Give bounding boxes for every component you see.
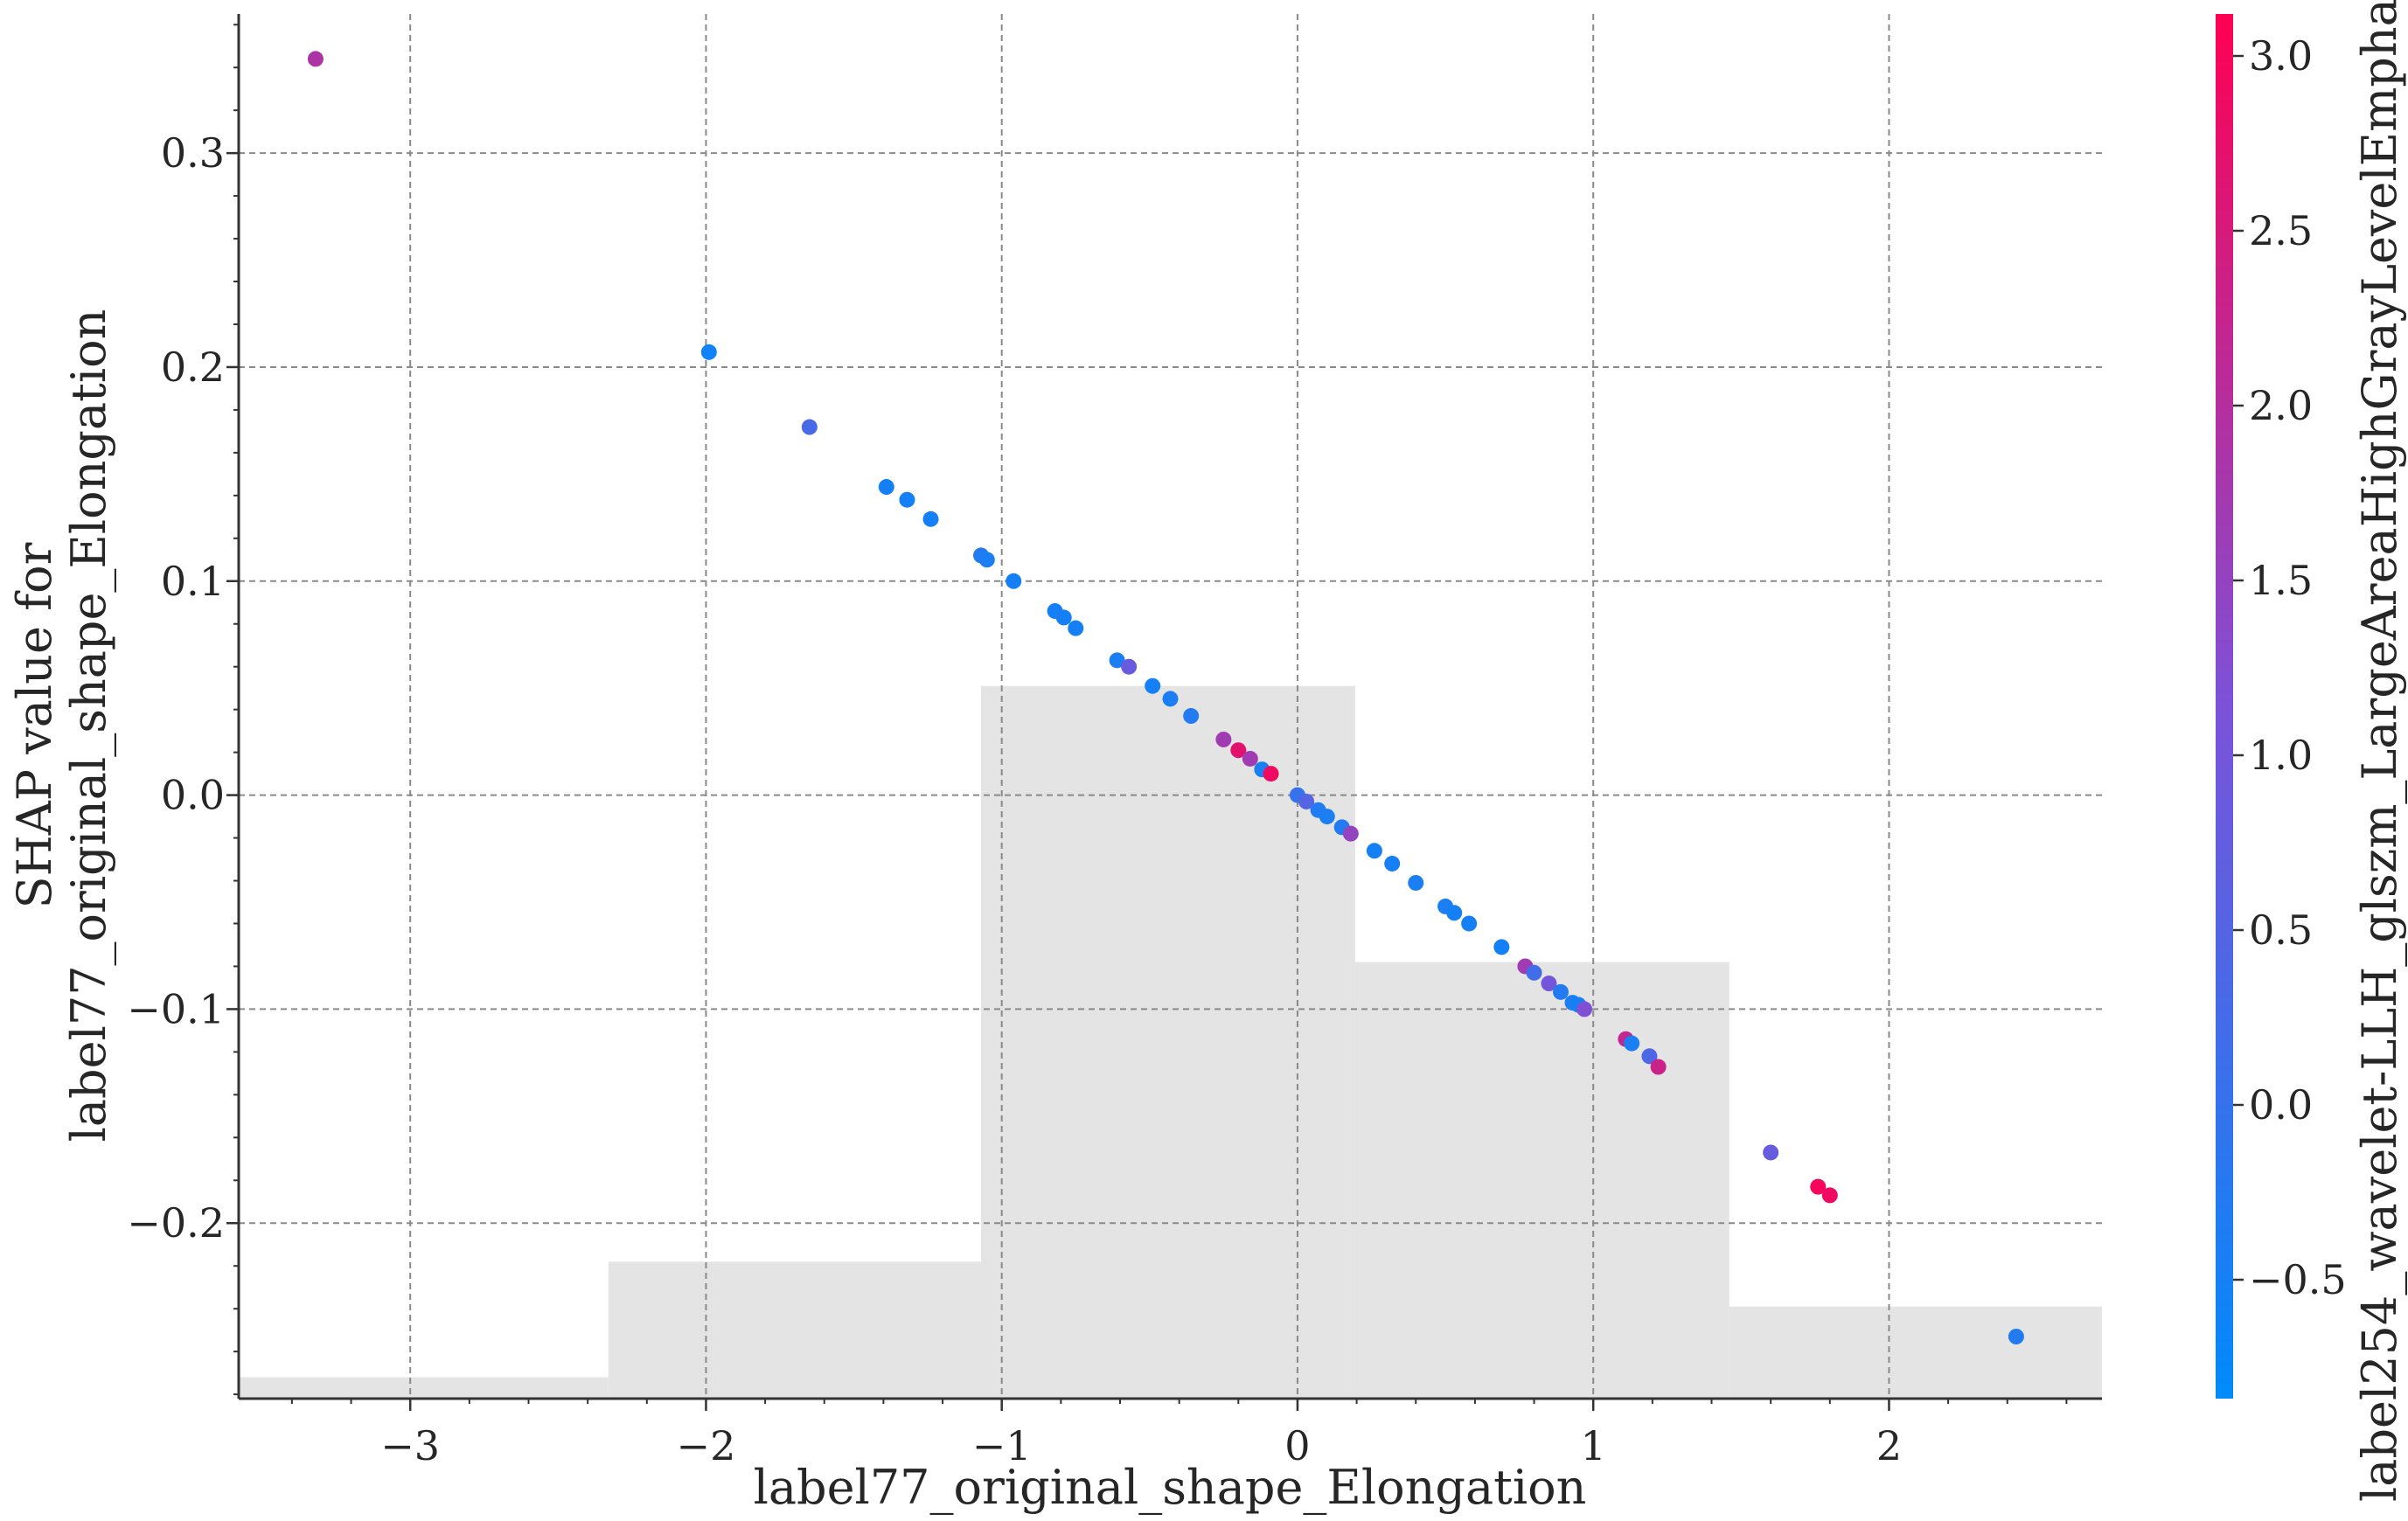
data-point-3 [878, 479, 894, 496]
data-point-17 [1215, 731, 1232, 747]
data-point-32 [1446, 905, 1463, 921]
histogram-bar-1 [608, 1261, 982, 1399]
x-tick-label-5: 2 [1876, 1422, 1902, 1469]
histogram-bar-3 [1354, 962, 1729, 1399]
data-point-11 [1068, 620, 1084, 636]
data-point-10 [1055, 609, 1072, 626]
data-point-7 [978, 552, 995, 568]
x-tick-label-0: −3 [380, 1422, 440, 1469]
data-point-4 [899, 491, 915, 508]
colorbar [2216, 14, 2233, 1399]
data-point-5 [922, 510, 939, 527]
colorbar-tick-label-1: 0.0 [2249, 1081, 2313, 1129]
data-point-16 [1183, 708, 1200, 725]
data-point-8 [1006, 573, 1022, 589]
y-tick-label-5: 0.3 [161, 129, 225, 177]
y-tick-label-2: 0.0 [161, 772, 225, 819]
data-point-13 [1121, 658, 1138, 675]
y-tick-label-1: −0.1 [127, 985, 225, 1032]
colorbar-tick-label-7: 3.0 [2249, 32, 2313, 80]
data-point-47 [1810, 1178, 1827, 1195]
colorbar-tick-label-3: 1.0 [2249, 732, 2313, 779]
data-point-23 [1298, 793, 1315, 809]
y-tick-label-0: −0.2 [127, 1199, 225, 1247]
data-point-2 [801, 419, 818, 435]
colorbar-tick-label-6: 2.5 [2249, 207, 2313, 254]
data-point-38 [1552, 983, 1569, 1000]
x-axis-ticks: −3 −2 −1 0 1 2 [290, 1399, 2068, 1469]
data-point-37 [1541, 976, 1557, 992]
colorbar-tick-label-0: −0.5 [2249, 1256, 2347, 1303]
data-point-27 [1342, 825, 1359, 842]
data-point-15 [1162, 691, 1179, 707]
histogram-bar-4 [1729, 1306, 2102, 1399]
data-point-36 [1526, 964, 1542, 981]
data-point-14 [1145, 677, 1161, 694]
data-point-28 [1366, 843, 1382, 859]
y-tick-label-3: 0.1 [161, 558, 225, 605]
colorbar-tick-label-5: 2.0 [2249, 382, 2313, 429]
colorbar-tick-label-4: 1.5 [2249, 557, 2313, 604]
x-tick-label-4: 1 [1581, 1422, 1606, 1469]
data-point-33 [1461, 915, 1478, 932]
data-point-25 [1319, 809, 1335, 825]
histogram-bar-0 [239, 1377, 609, 1399]
data-point-48 [1821, 1187, 1838, 1204]
x-tick-label-3: 0 [1284, 1422, 1310, 1469]
scatter-points [307, 51, 2024, 1345]
data-point-49 [2008, 1329, 2024, 1345]
colorbar-tick-label-2: 0.5 [2249, 906, 2313, 954]
data-point-29 [1384, 855, 1401, 872]
data-point-46 [1763, 1144, 1779, 1161]
data-point-12 [1109, 652, 1125, 669]
y-axis-label-line1: SHAP value for [7, 542, 62, 908]
data-point-30 [1408, 874, 1424, 891]
y-axis-label-line2: label77_original_shape_Elongation [61, 309, 116, 1142]
data-point-1 [700, 344, 717, 360]
data-point-21 [1263, 766, 1279, 782]
x-tick-label-2: −1 [972, 1422, 1032, 1469]
data-point-0 [307, 51, 324, 67]
colorbar-label: label254_wavelet-LLH_glszm_LargeAreaHigh… [2352, 0, 2407, 1502]
data-point-43 [1624, 1035, 1640, 1052]
histogram [239, 685, 2102, 1399]
data-point-44 [1641, 1048, 1658, 1065]
data-point-18 [1230, 742, 1247, 759]
x-axis-label: label77_original_shape_Elongation [754, 1460, 1587, 1515]
histogram-bar-2 [981, 685, 1355, 1399]
data-point-34 [1493, 939, 1510, 955]
grid [239, 14, 2102, 1399]
data-point-45 [1650, 1059, 1667, 1075]
y-axis-ticks: −0.2 −0.1 0.0 0.1 0.2 0.3 [127, 24, 239, 1396]
data-point-41 [1576, 1001, 1593, 1017]
data-point-19 [1242, 750, 1258, 767]
x-tick-label-1: −2 [677, 1422, 736, 1469]
y-tick-label-4: 0.2 [161, 344, 225, 391]
colorbar-ticks: −0.5 0.0 0.5 1.0 1.5 2.0 2.5 3.0 [2233, 32, 2347, 1303]
